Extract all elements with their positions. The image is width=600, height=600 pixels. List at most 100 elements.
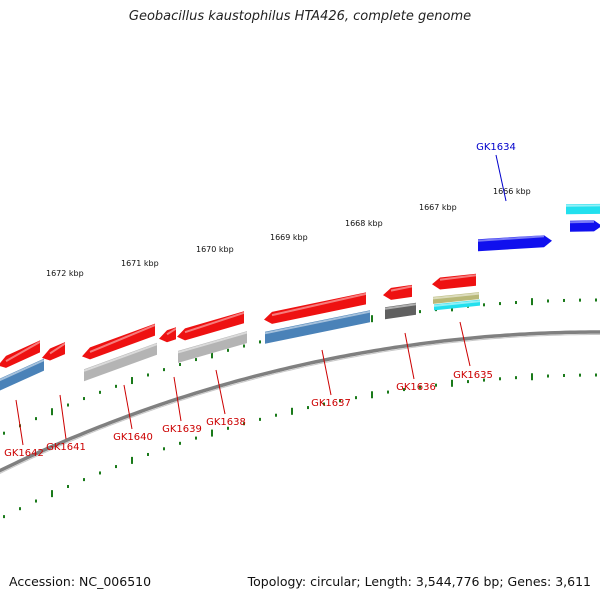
gene-label-gk1640[interactable]: GK1640 bbox=[113, 432, 153, 443]
inner-tick-mark bbox=[179, 441, 181, 445]
outer-tick-mark bbox=[99, 390, 101, 394]
leader-line-gk1640 bbox=[123, 384, 133, 430]
kbp-tick-label: 1667 kbp bbox=[419, 203, 457, 212]
outer-tick-mark bbox=[51, 408, 53, 416]
outer-tick-mark bbox=[499, 302, 501, 306]
inner-tick-mark bbox=[339, 399, 341, 403]
gene-arrow-gk1635[interactable] bbox=[432, 273, 476, 290]
gene-label-gk1635[interactable]: GK1635 bbox=[453, 370, 493, 381]
outer-tick-mark bbox=[563, 298, 565, 302]
outer-tick-mark bbox=[163, 368, 165, 372]
gene-label-gk1641[interactable]: GK1641 bbox=[46, 442, 86, 453]
outer-tick-mark bbox=[83, 397, 85, 401]
inner-tick-mark bbox=[355, 396, 357, 400]
gene-label-gk1638[interactable]: GK1638 bbox=[206, 417, 246, 428]
inner-tick-mark bbox=[227, 426, 229, 430]
inner-tick-mark bbox=[291, 407, 293, 415]
inner-tick-mark bbox=[3, 515, 5, 519]
leader-line-gk1639 bbox=[173, 376, 182, 422]
outer-tick-mark bbox=[259, 340, 261, 344]
inner-tick-mark bbox=[467, 380, 469, 384]
outer-tick-mark bbox=[115, 384, 117, 388]
feature-bar-steel-gk1637-highlight bbox=[264, 310, 371, 335]
gene-label-gk1639[interactable]: GK1639 bbox=[162, 424, 202, 435]
kbp-tick-label: 1668 kbp bbox=[345, 219, 383, 228]
feature-bar-dark-gk1636-highlight bbox=[384, 303, 417, 310]
kbp-tick-label: 1670 kbp bbox=[196, 245, 234, 254]
genome-title: Geobacillus kaustophilus HTA426, complet… bbox=[128, 9, 472, 24]
genome-backbone-highlight bbox=[0, 334, 600, 474]
gene-label-gk1637[interactable]: GK1637 bbox=[311, 398, 351, 409]
gene-arrow-gk1636[interactable] bbox=[383, 284, 412, 300]
inner-tick-mark bbox=[35, 499, 37, 503]
gene-arrow-gk1634-highlight bbox=[477, 235, 545, 242]
inner-tick-mark bbox=[275, 413, 277, 417]
inner-tick-mark bbox=[419, 385, 421, 389]
gene-arrow-gk1639-highlight bbox=[166, 327, 177, 336]
feature-bar-olive-gk1635-highlight bbox=[432, 292, 480, 300]
outer-tick-mark bbox=[579, 298, 581, 302]
inner-tick-mark bbox=[195, 436, 197, 440]
gene-label-gk1636[interactable]: GK1636 bbox=[396, 382, 436, 393]
leader-line-gk1641 bbox=[59, 394, 67, 440]
inner-tick-mark bbox=[371, 391, 373, 399]
feature-bar-gray-gk1640[interactable] bbox=[84, 342, 157, 382]
gene-arrow-blue-edge[interactable] bbox=[570, 220, 600, 232]
inner-tick-mark bbox=[115, 465, 117, 469]
inner-tick-mark bbox=[547, 374, 549, 378]
inner-tick-mark bbox=[563, 373, 565, 377]
inner-tick-mark bbox=[323, 402, 325, 406]
inner-tick-mark bbox=[579, 373, 581, 377]
inner-tick-mark bbox=[19, 507, 21, 511]
inner-tick-mark bbox=[515, 376, 517, 380]
kbp-tick-label: 1666 kbp bbox=[493, 187, 531, 196]
gene-arrow-gk1641-highlight bbox=[49, 342, 66, 355]
outer-tick-mark bbox=[243, 344, 245, 348]
outer-tick-mark bbox=[211, 351, 213, 359]
gene-arrow-gk1637-highlight bbox=[271, 292, 367, 317]
feature-bar-cyan-gk1635-highlight bbox=[433, 300, 481, 307]
gene-arrow-gk1636-highlight bbox=[390, 285, 413, 292]
gene-arrow-gk1638[interactable] bbox=[177, 311, 244, 341]
inner-tick-mark bbox=[83, 478, 85, 482]
outer-tick-mark bbox=[131, 377, 133, 385]
feature-bar-gray-gk1638-highlight bbox=[177, 331, 248, 354]
inner-tick-mark bbox=[387, 390, 389, 394]
gene-arrow-gk1640[interactable] bbox=[82, 323, 155, 360]
leader-line-gk1638 bbox=[215, 369, 226, 415]
gene-arrow-gk1641[interactable] bbox=[42, 342, 65, 361]
inner-tick-mark bbox=[531, 373, 533, 381]
inner-tick-mark bbox=[163, 447, 165, 451]
feature-bar-steel-gk1642-highlight bbox=[0, 359, 45, 382]
feature-bar-steel-gk1642[interactable] bbox=[0, 358, 44, 392]
label-layer: GK1634 GK1635 GK1636 GK1637 GK1638 GK1639 GK16… bbox=[4, 142, 516, 459]
leader-line-gk1635 bbox=[459, 321, 471, 367]
outer-tick-mark bbox=[147, 373, 149, 377]
outer-tick-mark bbox=[515, 301, 517, 305]
inner-tick-mark bbox=[147, 452, 149, 456]
feature-bar-gray-gk1638[interactable] bbox=[178, 331, 247, 363]
gene-arrow-gk1634[interactable] bbox=[478, 235, 552, 252]
gene-arrow-gk1639[interactable] bbox=[159, 327, 176, 343]
outer-tick-mark bbox=[67, 403, 69, 407]
inner-tick-mark bbox=[51, 490, 53, 498]
gene-arrow-gk1640-highlight bbox=[89, 324, 156, 353]
feature-bar-steel-gk1637[interactable] bbox=[265, 310, 370, 344]
gene-arrow-gk1637[interactable] bbox=[264, 292, 366, 324]
leader-line-gk1634 bbox=[495, 154, 507, 202]
outer-tick-mark bbox=[227, 348, 229, 352]
inner-tick-mark bbox=[451, 379, 453, 387]
kbp-tick-label: 1672 kbp bbox=[46, 269, 84, 278]
gene-label-gk1642[interactable]: GK1642 bbox=[4, 448, 44, 459]
inner-tick-mark bbox=[435, 383, 437, 387]
gene-label-gk1634[interactable]: GK1634 bbox=[476, 142, 516, 153]
leader-line-gk1637 bbox=[321, 349, 332, 396]
genome-backbone-line bbox=[0, 330, 600, 473]
gene-arrow-gk1642[interactable] bbox=[0, 340, 40, 368]
backbone-layer bbox=[0, 330, 600, 474]
genome-summary-text: Topology: circular; Length: 3,544,776 bp… bbox=[247, 574, 591, 589]
inner-tick-mark bbox=[403, 388, 405, 392]
feature-bar-gray-gk1640-highlight bbox=[83, 343, 158, 372]
outer-tick-mark bbox=[195, 358, 197, 362]
inner-tick-mark bbox=[259, 417, 261, 421]
